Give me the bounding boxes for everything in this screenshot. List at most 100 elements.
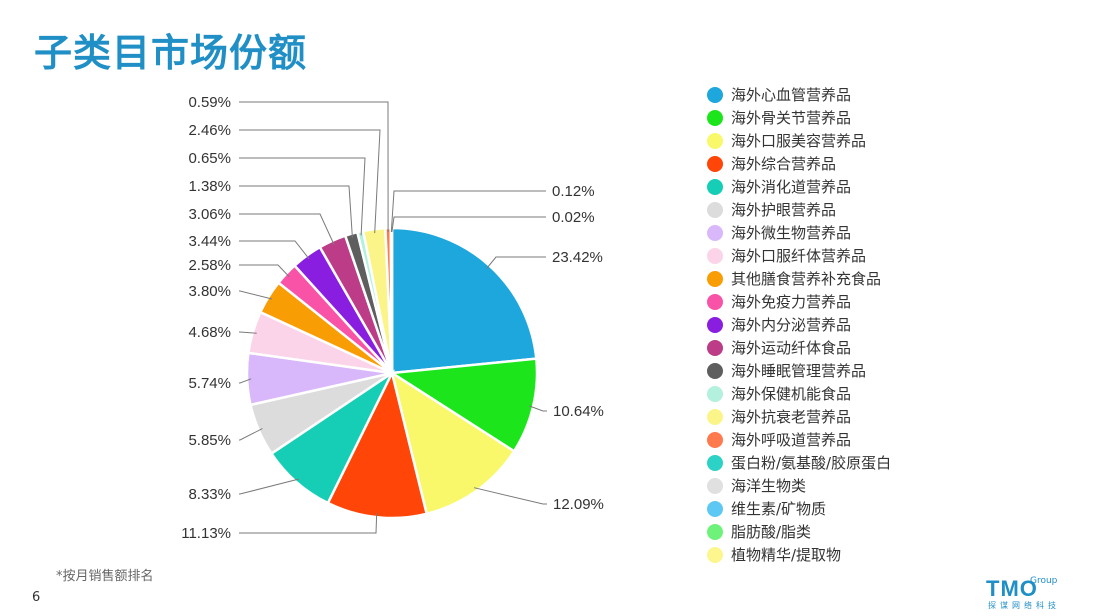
- legend-swatch: [707, 109, 723, 126]
- legend-label: 海外心血管营养品: [731, 86, 852, 104]
- legend-label: 海外消化道营养品: [731, 178, 852, 196]
- legend: 海外心血管营养品 海外骨关节营养品 海外口服美容营养品 海外综合营养品 海外消化道营养品…: [707, 83, 891, 566]
- company-logo: TMO Group 探谋网络科技: [986, 576, 1066, 610]
- legend-swatch: [707, 500, 723, 517]
- legend-item: 海外呼吸道营养品: [707, 428, 891, 451]
- slice-value-label: 5.85%: [188, 432, 231, 449]
- legend-label: 海外综合营养品: [731, 155, 837, 173]
- legend-label: 海外骨关节营养品: [731, 109, 852, 127]
- legend-swatch: [707, 293, 723, 310]
- leader-line: [390, 190, 546, 233]
- legend-label: 海洋生物类: [731, 477, 807, 495]
- leader-line: [239, 478, 300, 495]
- legend-label: 海外保健机能食品: [731, 385, 852, 403]
- legend-item: 海外消化道营养品: [707, 175, 891, 198]
- logo-group-text: Group: [1030, 576, 1058, 586]
- legend-item: 海外骨关节营养品: [707, 106, 891, 129]
- legend-item: 海外睡眠管理营养品: [707, 359, 891, 382]
- leader-line: [239, 101, 389, 233]
- slice-value-label: 12.09%: [553, 496, 604, 513]
- legend-item: 海外口服美容营养品: [707, 129, 891, 152]
- leader-line: [473, 487, 547, 505]
- legend-swatch: [707, 339, 723, 356]
- legend-item: 维生素/矿物质: [707, 497, 891, 520]
- legend-label: 海外呼吸道营养品: [731, 431, 852, 449]
- leader-line: [239, 264, 290, 277]
- legend-swatch: [707, 431, 723, 448]
- legend-swatch: [707, 546, 723, 563]
- legend-label: 海外运动纤体食品: [731, 339, 852, 357]
- legend-label: 海外抗衰老营养品: [731, 408, 852, 426]
- slice-value-label: 11.13%: [181, 525, 231, 542]
- legend-label: 蛋白粉/氨基酸/胶原蛋白: [731, 454, 892, 472]
- legend-swatch: [707, 270, 723, 287]
- legend-swatch: [707, 155, 723, 172]
- leader-line: [239, 213, 335, 245]
- legend-swatch: [707, 408, 723, 425]
- page-title: 子类目市场份额: [34, 31, 308, 75]
- leader-line: [239, 129, 381, 234]
- slice-value-label: 1.38%: [188, 178, 231, 195]
- leader-line: [391, 216, 546, 233]
- leader-line: [239, 378, 252, 384]
- slice-value-label: 3.06%: [188, 206, 231, 223]
- legend-item: 海外内分泌营养品: [707, 313, 891, 336]
- leader-line: [239, 157, 366, 236]
- slice-value-label: 2.46%: [188, 122, 231, 139]
- legend-item: 海洋生物类: [707, 474, 891, 497]
- legend-item: 海外综合营养品: [707, 152, 891, 175]
- slice-value-label: 3.80%: [188, 283, 231, 300]
- leader-lines: [239, 101, 547, 534]
- legend-item: 海外护眼营养品: [707, 198, 891, 221]
- legend-swatch: [707, 477, 723, 494]
- slice-labels: 23.42% 10.64% 12.09% 11.13% 8.33% 5.85% 5.74% 4…: [181, 94, 604, 542]
- slice-value-label: 2.58%: [188, 257, 231, 274]
- leader-line: [486, 256, 546, 269]
- leader-line: [239, 290, 273, 300]
- pie-slice: [390, 226, 538, 375]
- legend-label: 其他膳食营养补充食品: [731, 270, 882, 288]
- legend-item: 其他膳食营养补充食品: [707, 267, 891, 290]
- legend-item: 海外微生物营养品: [707, 221, 891, 244]
- leader-line: [239, 240, 310, 260]
- legend-item: 海外免疫力营养品: [707, 290, 891, 313]
- leader-line: [528, 405, 547, 412]
- legend-swatch: [707, 523, 723, 540]
- legend-label: 海外睡眠管理营养品: [731, 362, 867, 380]
- legend-swatch: [707, 454, 723, 471]
- slice-value-label: 4.68%: [188, 324, 231, 341]
- legend-swatch: [707, 201, 723, 218]
- legend-item: 海外运动纤体食品: [707, 336, 891, 359]
- legend-swatch: [707, 316, 723, 333]
- leader-line: [239, 331, 257, 334]
- legend-label: 海外免疫力营养品: [731, 293, 852, 311]
- legend-label: 海外护眼营养品: [731, 201, 837, 219]
- slice-value-label: 10.64%: [553, 403, 604, 420]
- legend-label: 海外微生物营养品: [731, 224, 852, 242]
- legend-item: 海外抗衰老营养品: [707, 405, 891, 428]
- slice-value-label: 0.59%: [188, 94, 231, 111]
- legend-swatch: [707, 132, 723, 149]
- pie-slices: [245, 226, 539, 520]
- legend-item: 海外心血管营养品: [707, 83, 891, 106]
- slice-value-label: 3.44%: [188, 233, 231, 250]
- leader-line: [239, 185, 353, 238]
- legend-swatch: [707, 86, 723, 103]
- legend-swatch: [707, 224, 723, 241]
- legend-swatch: [707, 385, 723, 402]
- legend-label: 海外口服美容营养品: [731, 132, 867, 150]
- slice-value-label: 8.33%: [188, 486, 231, 503]
- legend-label: 植物精华/提取物: [731, 546, 842, 564]
- slice-value-label: 0.65%: [188, 150, 231, 167]
- legend-swatch: [707, 362, 723, 379]
- legend-item: 海外保健机能食品: [707, 382, 891, 405]
- legend-label: 维生素/矿物质: [731, 500, 827, 518]
- logo-mark: TMO: [986, 576, 1038, 601]
- slice-value-label: 5.74%: [188, 375, 231, 392]
- legend-label: 海外内分泌营养品: [731, 316, 852, 334]
- slice-value-label: 23.42%: [552, 249, 603, 266]
- slice-value-label: 0.02%: [552, 209, 595, 226]
- legend-item: 海外口服纤体营养品: [707, 244, 891, 267]
- legend-item: 植物精华/提取物: [707, 543, 891, 566]
